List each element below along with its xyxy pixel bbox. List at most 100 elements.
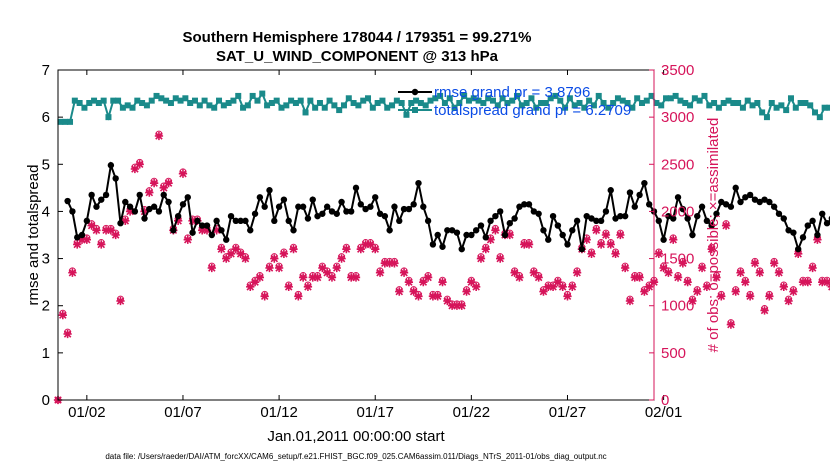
y-left-tick-label: 2 [42,298,50,315]
obs-assimilated-point [366,240,375,249]
spread-point [91,97,98,104]
spread-point [115,97,122,104]
obs-assimilated-point [496,254,505,263]
rmse-point [727,203,735,210]
obs-assimilated-point [145,188,154,197]
rmse-point [631,203,638,210]
obs-assimilated-point [673,273,683,282]
spread-point [456,100,463,106]
spread-point [696,97,703,104]
obs-assimilated-point [390,259,399,268]
x-tick-label: 02/01 [645,404,683,421]
rmse-point [545,236,552,243]
rmse-point [376,210,384,217]
rmse-point [131,208,139,215]
rmse-point [487,217,494,225]
spread-point [297,97,304,104]
obs-assimilated-point [361,240,370,249]
rmse-point [126,203,134,210]
obs-assimilated-point [207,263,216,273]
rmse-point [559,231,566,239]
obs-assimilated-point [433,292,442,301]
spread-point [340,102,347,109]
obs-assimilated-point [654,249,663,259]
spread-point [470,95,477,102]
rmse-point [573,217,581,225]
rmse-point [472,227,480,234]
spread-point [619,97,626,104]
obs-assimilated-point [380,259,389,268]
spread-point [292,100,299,106]
rmse-point [117,220,124,227]
obs-assimilated-point [313,273,322,282]
y-left-tick-label: 4 [42,203,50,220]
rmse-point [766,198,773,206]
rmse-point [352,184,360,192]
y-left-tick-label: 3 [42,251,50,268]
spread-point [422,102,429,109]
rmse-point [74,234,81,241]
x-tick-label: 01/02 [68,404,106,421]
spread-point [336,107,343,114]
rmse-point [655,217,663,225]
obs-assimilated-point [140,207,149,216]
obs-assimilated-point [414,292,423,301]
obs-assimilated-point [111,230,120,240]
spread-point [167,100,174,106]
spread-point [773,104,780,111]
spread-point [417,100,424,106]
rmse-point [174,212,182,220]
spread-point [278,104,285,111]
obs-assimilated-point [327,273,337,282]
obs-assimilated-point [231,244,240,254]
spread-point [350,100,357,106]
obs-assimilated-point [548,282,558,292]
spread-point [590,102,597,109]
obs-assimilated-point [385,259,394,268]
obs-assimilated-point [611,249,620,259]
rmse-series [64,161,830,253]
rmse-point [703,217,711,225]
obs-assimilated-point [106,226,116,235]
obs-assimilated-point [707,244,716,254]
obs-assimilated-point [332,263,341,273]
spread-point [586,97,593,104]
rmse-point [102,191,110,199]
y-axis-left: 0 1 2 3 4 5 6 7 [42,62,63,409]
rmse-point [261,203,268,210]
rmse-point [434,231,441,239]
spread-point [110,97,117,104]
spread-point [706,102,713,109]
obs-assimilated-point [298,273,308,282]
rmse-point [203,222,211,229]
spread-point [67,118,74,125]
obs-assimilated-point [625,296,635,306]
spread-point [240,104,247,111]
rmse-point [290,227,297,234]
obs-assimilated-point [183,235,192,244]
rmse-point [338,198,345,206]
x-tick-label: 01/27 [549,404,587,421]
rmse-point [732,184,739,192]
rmse-point [299,203,307,210]
spread-point [408,100,415,106]
obs-assimilated-point [765,292,774,301]
obs-assimilated-point [284,282,293,292]
rmse-point [136,191,143,199]
obs-assimilated-point [375,268,385,277]
y-axis-left-label: rmse and totalspread [25,165,42,306]
obs-assimilated-point [645,282,654,292]
rmse-point [804,222,812,229]
obs-assimilated-point [582,235,591,244]
spread-point [446,95,453,102]
spread-point [566,95,573,102]
rmse-point [674,194,682,201]
rmse-point [751,196,759,203]
obs-assimilated-point [476,254,486,263]
y-right-tick-label: 500 [661,345,686,362]
spread-point [552,92,559,99]
spread-point [374,100,381,106]
obs-assimilated-point [130,164,140,174]
obs-assimilated-point [423,273,433,282]
rmse-point [689,231,696,239]
